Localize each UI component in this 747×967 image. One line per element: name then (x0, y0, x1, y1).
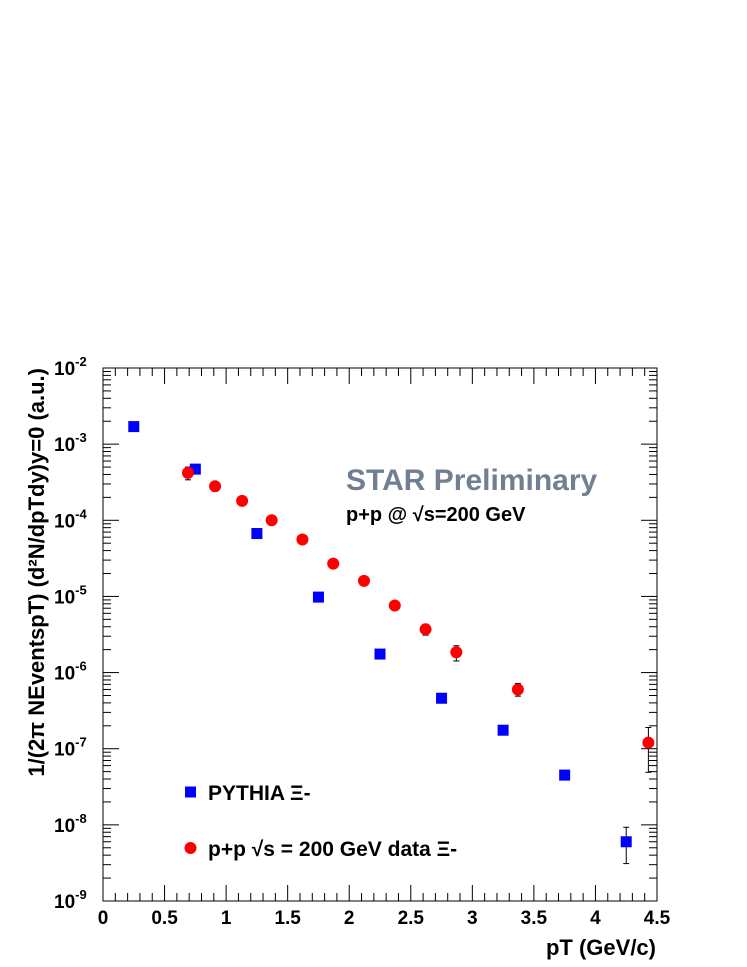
pythia-square-point (128, 421, 140, 433)
pythia-square-point (189, 463, 201, 475)
legend-label: PYTHIA Ξ- (208, 782, 311, 805)
data-circle-point (181, 466, 194, 479)
pythia-square-point (620, 836, 632, 848)
x-tick-label: 4.5 (644, 908, 671, 929)
data-circle-point (236, 494, 249, 507)
x-tick-label: 0 (98, 908, 109, 929)
pythia-square-point (251, 528, 263, 540)
collision-subtitle: p+p @ √s=200 GeV (346, 504, 526, 526)
y-tick-label: 10-5 (54, 582, 87, 608)
legend-circle-marker (184, 842, 197, 854)
x-tick-label: 3 (467, 908, 478, 929)
y-tick-labels: 10-9 10-8 10-7 10-6 10-5 10-4 10-3 10-2 (54, 354, 87, 913)
y-tick-label: 10-7 (54, 735, 87, 761)
data-circle-point (209, 480, 222, 493)
data-circle-point (296, 533, 309, 546)
x-tick-label: 2 (344, 908, 355, 929)
y-tick-label: 10-8 (54, 811, 87, 837)
pythia-square-point (436, 692, 448, 704)
axis-ticks (102, 367, 658, 902)
x-axis-title: pT (GeV/c) (546, 935, 656, 960)
data-circle-point (357, 574, 370, 587)
x-tick-label: 4 (590, 908, 601, 929)
x-tick-label: 1.5 (274, 908, 301, 929)
y-tick-label: 10-3 (54, 430, 87, 456)
x-tick-label: 0.5 (151, 908, 178, 929)
data-circle-point (511, 683, 524, 696)
data-points (128, 421, 655, 848)
watermark-text: STAR Preliminary (346, 464, 598, 497)
pythia-square-point (374, 648, 386, 660)
x-tick-label: 2.5 (398, 908, 425, 929)
plot-frame (102, 367, 658, 902)
y-axis-title: 1/(2π NEventspT) (d²N/dpTdy)y=0 (a.u.) (24, 368, 49, 777)
x-tick-labels: 0 0.5 1 1.5 2 2.5 3 3.5 4 4.5 (98, 908, 671, 929)
legend-label: p+p √s = 200 GeV data Ξ- (208, 838, 457, 861)
data-circle-point (327, 557, 340, 570)
x-tick-label: 3.5 (521, 908, 548, 929)
y-tick-label: 10-2 (54, 354, 87, 380)
data-circle-point (388, 599, 401, 612)
legend-square-marker (185, 786, 196, 798)
data-circle-point (450, 646, 463, 659)
x-tick-label: 1 (221, 908, 232, 929)
y-tick-label: 10-9 (54, 887, 87, 913)
y-tick-label: 10-4 (54, 506, 87, 532)
y-tick-label: 10-6 (54, 659, 87, 685)
data-circle-point (419, 623, 432, 636)
data-circle-point (642, 736, 655, 749)
pythia-square-point (312, 591, 324, 603)
pythia-square-point (497, 724, 509, 736)
legend: PYTHIA Ξ-p+p √s = 200 GeV data Ξ- (184, 782, 457, 861)
pythia-square-point (559, 769, 571, 781)
data-circle-point (265, 514, 278, 527)
